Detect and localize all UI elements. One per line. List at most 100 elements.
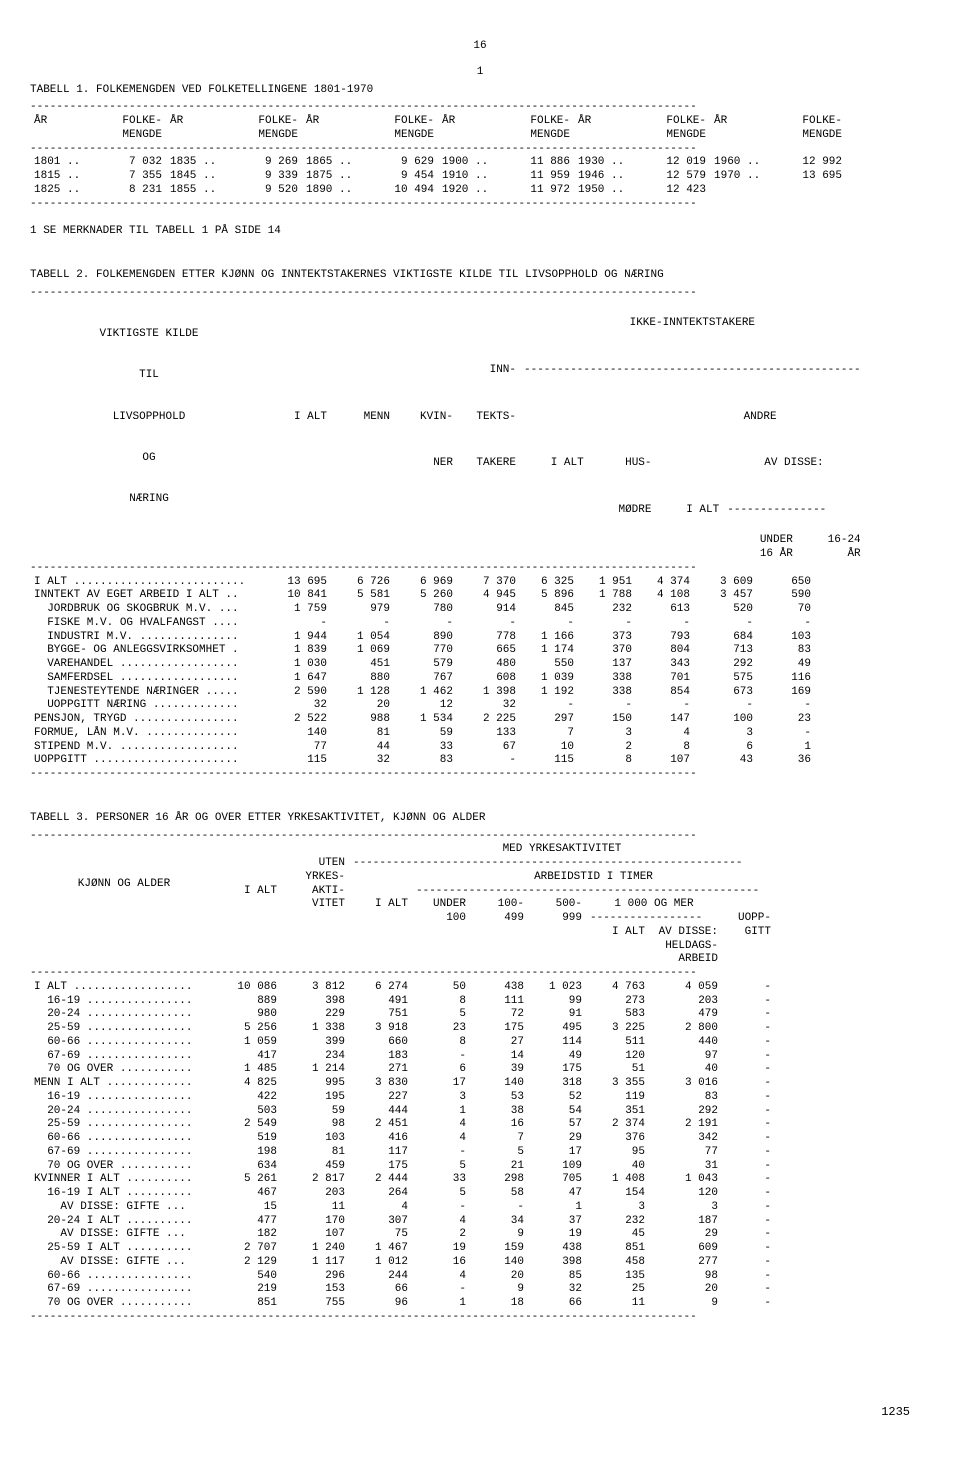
table-cell: 45: [586, 1228, 649, 1242]
table-cell: BYGGE- OG ANLEGGSVIRKSOMHET .: [30, 644, 268, 658]
table-cell: 1 166: [520, 631, 578, 645]
table-cell: 1845 ..: [166, 170, 234, 184]
table1-section: 1 TABELL 1. FOLKEMENGDEN VED FOLKETELLIN…: [30, 66, 930, 239]
table-cell: 1 030: [268, 658, 331, 672]
table-cell: 77: [649, 1146, 722, 1160]
table-cell: 1 759: [268, 603, 331, 617]
table-cell: -: [722, 1118, 775, 1132]
table-cell: 7 370: [457, 576, 520, 590]
stub: VIKTIGSTE KILDE: [34, 328, 264, 342]
table-cell: -: [457, 617, 520, 631]
table-cell: FISKE M.V. OG HVALFANGST ....: [30, 617, 268, 631]
table-cell: 398: [281, 995, 349, 1009]
table-cell: 511: [586, 1036, 649, 1050]
table-cell: 17: [412, 1077, 470, 1091]
hdr: ÅR: [30, 115, 98, 129]
table-cell: 793: [636, 631, 694, 645]
table-cell: 2 129: [218, 1256, 281, 1270]
table-cell: -: [722, 1022, 775, 1036]
table-cell: 83: [649, 1091, 722, 1105]
table-cell: 609: [649, 1242, 722, 1256]
table-cell: 175: [528, 1063, 586, 1077]
table-cell: 232: [578, 603, 636, 617]
table-cell: 2 225: [457, 713, 520, 727]
table-cell: -: [722, 1297, 775, 1311]
table-cell: 3 812: [281, 981, 349, 995]
stub: KJØNN OG ALDER: [30, 843, 218, 926]
hdr: AV DISSE:: [723, 441, 864, 488]
table-cell: 20: [470, 1270, 528, 1284]
table-cell: 1 485: [218, 1063, 281, 1077]
table-cell: 32: [528, 1283, 586, 1297]
table-cell: 66: [349, 1283, 412, 1297]
table-cell: 1920 ..: [438, 184, 506, 198]
table-cell: 107: [281, 1228, 349, 1242]
table-cell: -: [722, 1187, 775, 1201]
table-cell: -: [412, 1201, 470, 1215]
table-cell: 755: [281, 1297, 349, 1311]
table-cell: 1 240: [281, 1242, 349, 1256]
table-cell: 9 454: [370, 170, 438, 184]
table-cell: 91: [528, 1008, 586, 1022]
table-cell: 338: [578, 686, 636, 700]
table-cell: 4: [412, 1270, 470, 1284]
table1-body: 1801 ..7 0321835 ..9 2691865 ..9 6291900…: [30, 156, 846, 197]
table1-footnote-sup: 1: [30, 66, 930, 80]
table-cell: 7 355: [98, 170, 166, 184]
table-cell: 67-69 ................: [30, 1050, 218, 1064]
table-cell: 96: [349, 1297, 412, 1311]
table-cell: I ALT ..................: [30, 981, 218, 995]
table-cell: 9 269: [234, 156, 302, 170]
table-cell: [710, 184, 778, 198]
table-cell: 491: [349, 995, 412, 1009]
table-cell: 25-59 ................: [30, 1022, 218, 1036]
table-cell: 770: [394, 644, 457, 658]
table-cell: 2 707: [218, 1242, 281, 1256]
hdr: I ALT: [349, 898, 412, 912]
table-cell: 451: [331, 658, 394, 672]
table-cell: -: [722, 1270, 775, 1284]
hdr: MENGDE: [642, 129, 710, 143]
hdr: ÅR: [797, 548, 865, 562]
table-cell: 15: [218, 1201, 281, 1215]
table-cell: 4 108: [636, 589, 694, 603]
dash: ----------------------------------------…: [30, 768, 930, 782]
table-cell: 480: [457, 658, 520, 672]
table-cell: 57: [528, 1118, 586, 1132]
table-cell: 1 214: [281, 1063, 349, 1077]
table-cell: 244: [349, 1270, 412, 1284]
table-cell: 3: [412, 1091, 470, 1105]
table-cell: -: [757, 617, 815, 631]
table-cell: 32: [268, 699, 331, 713]
table-cell: 705: [528, 1173, 586, 1187]
dash: ----------------------------------------…: [30, 143, 930, 157]
table-cell: 59: [394, 727, 457, 741]
table-cell: -: [722, 1173, 775, 1187]
hdr: NER: [394, 441, 457, 488]
table-cell: 271: [349, 1063, 412, 1077]
table-cell: 4 763: [586, 981, 649, 995]
table-cell: 187: [649, 1215, 722, 1229]
hdr: I ALT: [268, 394, 331, 441]
table-cell: -: [722, 1242, 775, 1256]
table-cell: 7 032: [98, 156, 166, 170]
table-cell: 417: [218, 1050, 281, 1064]
table-cell: 273: [586, 995, 649, 1009]
dash: ----------------------------------------…: [30, 1311, 930, 1325]
table-cell: 60-66 ................: [30, 1036, 218, 1050]
hdr: FOLKE-: [642, 115, 710, 129]
hdr: 500-: [528, 898, 586, 912]
table-cell: 7: [520, 727, 578, 741]
dash: ----------------------------------------…: [30, 830, 930, 844]
table-cell: 44: [331, 741, 394, 755]
table-cell: 1 128: [331, 686, 394, 700]
table-cell: 479: [649, 1008, 722, 1022]
table-cell: -: [722, 1132, 775, 1146]
table-cell: [778, 184, 846, 198]
table-cell: 81: [331, 727, 394, 741]
table-cell: -: [412, 1283, 470, 1297]
table-cell: 575: [694, 672, 757, 686]
table-cell: 6 274: [349, 981, 412, 995]
table-cell: JORDBRUK OG SKOGBRUK M.V. ...: [30, 603, 268, 617]
table-cell: 1 012: [349, 1256, 412, 1270]
